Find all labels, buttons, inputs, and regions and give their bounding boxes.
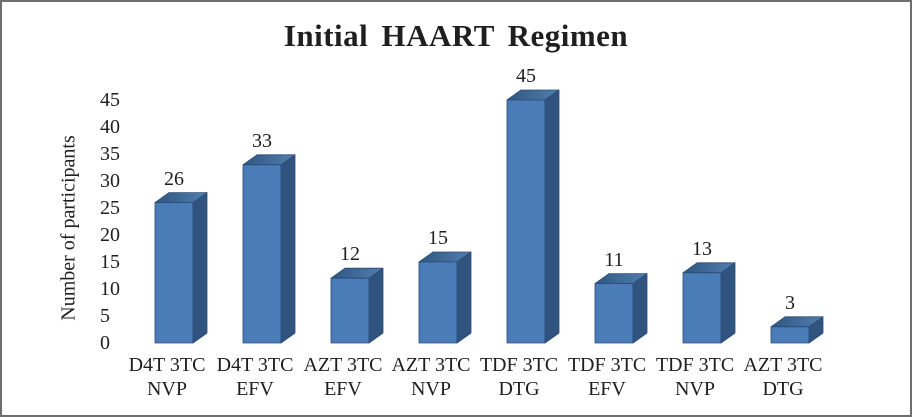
bar xyxy=(594,273,648,344)
category-label-line1: AZT 3TC xyxy=(303,354,383,376)
y-tick-label: 5 xyxy=(100,305,110,327)
category-label-line1: TDF 3TC xyxy=(655,354,735,376)
y-tick-label: 30 xyxy=(100,170,120,192)
chart-title: Initial HAART Regimen xyxy=(283,18,629,53)
category-label: AZT 3TC DTG xyxy=(727,353,839,401)
y-tick-label: 35 xyxy=(100,143,120,165)
y-tick-label: 15 xyxy=(100,251,120,273)
category-label-line1: AZT 3TC xyxy=(391,354,471,376)
category-label-line1: TDF 3TC xyxy=(479,354,559,376)
category-label: TDF 3TC NVP xyxy=(639,353,751,401)
y-tick-label: 10 xyxy=(100,278,120,300)
category-label: TDF 3TC EFV xyxy=(551,353,663,401)
bar xyxy=(242,154,296,344)
y-tick-label: 0 xyxy=(100,332,110,354)
y-tick-label: 45 xyxy=(100,89,120,111)
bar-value-label: 15 xyxy=(428,227,448,249)
category-label: AZT 3TC NVP xyxy=(375,353,487,401)
category-label-line1: TDF 3TC xyxy=(567,354,647,376)
bar xyxy=(506,89,560,344)
bar xyxy=(770,316,824,344)
category-label-line2: DTG xyxy=(498,378,540,400)
category-label-line2: NVP xyxy=(674,378,715,400)
category-label-line2: NVP xyxy=(410,378,451,400)
bar-value-label: 45 xyxy=(516,65,536,87)
bar xyxy=(154,192,208,344)
category-label-line1: D4T 3TC xyxy=(128,354,206,376)
category-label: TDF 3TC DTG xyxy=(463,353,575,401)
bar-value-label: 33 xyxy=(252,129,272,152)
category-label: AZT 3TC EFV xyxy=(287,353,399,401)
y-tick-label: 25 xyxy=(100,197,120,219)
category-label-line1: D4T 3TC xyxy=(216,354,294,376)
bar xyxy=(682,262,736,344)
y-tick-label: 40 xyxy=(100,116,120,138)
category-label: D4T 3TC NVP xyxy=(111,353,223,401)
y-tick-label: 20 xyxy=(100,224,120,246)
bar-value-label: 11 xyxy=(604,248,624,271)
category-label: D4T 3TC EFV xyxy=(199,353,311,401)
category-label-line2: EFV xyxy=(324,378,362,400)
bar-value-label: 13 xyxy=(692,237,712,260)
category-label-line2: EFV xyxy=(588,378,626,400)
bar-value-label: 26 xyxy=(164,167,184,190)
bar-value-label: 3 xyxy=(785,291,795,314)
category-label-line2: DTG xyxy=(762,378,804,400)
bar xyxy=(330,267,384,344)
category-label-line1: AZT 3TC xyxy=(743,354,823,376)
category-label-line2: NVP xyxy=(146,378,187,400)
bar xyxy=(418,251,472,344)
bar-value-label: 12 xyxy=(340,243,360,266)
category-label-line2: EFV xyxy=(236,378,274,400)
